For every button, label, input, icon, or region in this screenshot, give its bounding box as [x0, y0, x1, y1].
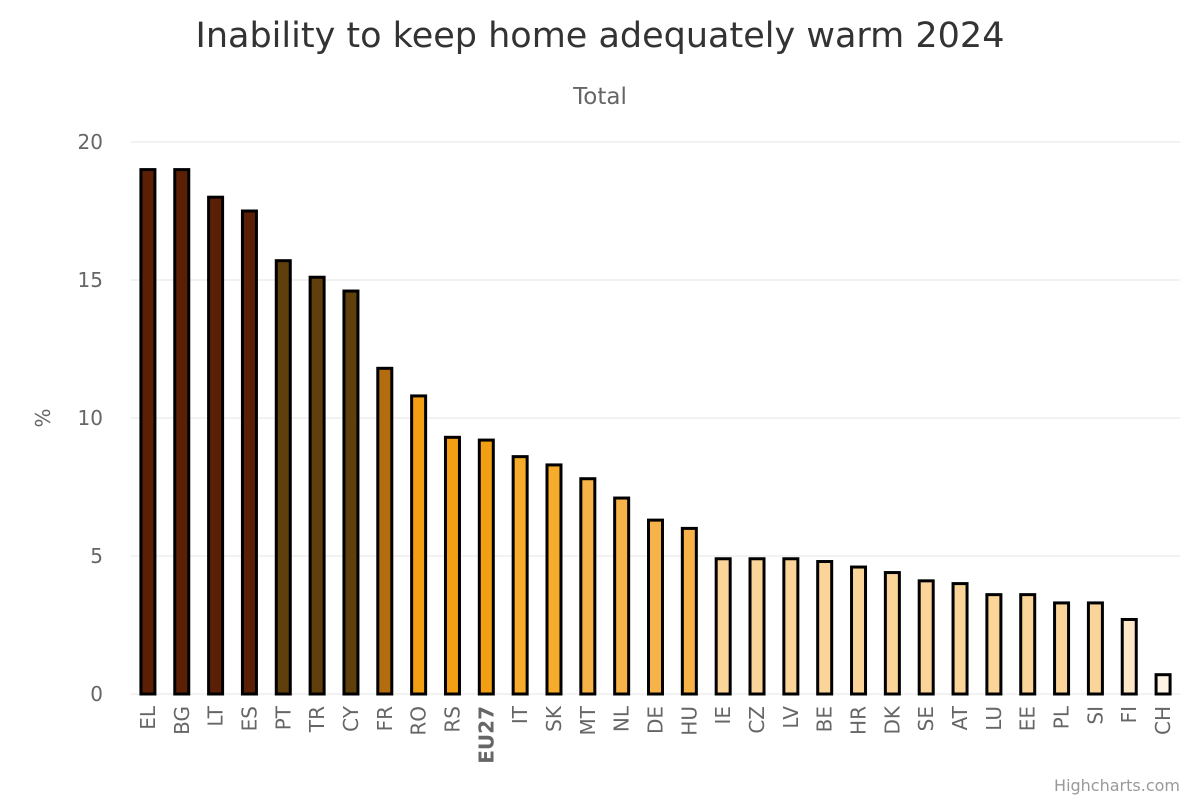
x-tick-label-lu: LU — [982, 706, 1006, 731]
x-tick-label-be: BE — [813, 706, 837, 732]
x-tick-label-eu27: EU27 — [474, 706, 498, 764]
bar-lt[interactable] — [207, 195, 225, 696]
bar-se[interactable] — [917, 579, 935, 696]
y-axis-title: % — [31, 408, 55, 427]
x-tick-label-nl: NL — [610, 705, 634, 732]
bar-pt[interactable] — [274, 259, 292, 696]
bar-ee[interactable] — [1019, 593, 1037, 696]
chart-subtitle: Total — [572, 84, 627, 110]
x-tick-label-dk: DK — [880, 705, 904, 734]
bar-hu[interactable] — [680, 526, 698, 696]
bar-bg[interactable] — [173, 168, 191, 696]
bar-sk[interactable] — [545, 463, 563, 696]
bar-dk[interactable] — [883, 571, 901, 696]
x-tick-label-el: EL — [136, 705, 160, 730]
bar-nl[interactable] — [613, 496, 631, 696]
bar-el[interactable] — [139, 168, 157, 696]
bar-at[interactable] — [951, 582, 969, 696]
y-tick-label: 10 — [78, 406, 103, 430]
bar-hr[interactable] — [850, 565, 868, 696]
bar-ro[interactable] — [410, 394, 428, 696]
x-tick-label-ch: CH — [1151, 706, 1175, 735]
x-tick-label-it: IT — [508, 705, 532, 724]
x-tick-label-hu: HU — [677, 706, 701, 736]
bars — [139, 168, 1172, 696]
x-tick-label-lv: LV — [779, 706, 803, 729]
bar-cz[interactable] — [748, 557, 766, 696]
bar-fr[interactable] — [376, 366, 394, 696]
bar-pl[interactable] — [1053, 601, 1071, 696]
y-tick-label: 20 — [78, 130, 103, 154]
x-tick-label-cy: CY — [339, 705, 363, 732]
chart-title: Inability to keep home adequately warm 2… — [196, 16, 1005, 56]
bar-it[interactable] — [511, 455, 529, 696]
x-tick-label-pl: PL — [1050, 705, 1074, 729]
credits-link[interactable]: Highcharts.com — [1054, 776, 1180, 795]
x-axis-ticks: EL BG LT ES PT TR CY FR RO RS EU27 IT SK MT NL DE HU IE CZ… — [136, 705, 1175, 764]
bar-ch[interactable] — [1154, 673, 1172, 696]
x-tick-label-at: AT — [948, 705, 972, 730]
y-tick-label: 0 — [90, 682, 103, 706]
bar-be[interactable] — [816, 560, 834, 696]
bar-lv[interactable] — [782, 557, 800, 696]
grid-lines — [131, 141, 1180, 695]
bar-de[interactable] — [647, 518, 664, 696]
x-tick-label-cz: CZ — [745, 706, 769, 734]
x-tick-label-ro: RO — [407, 706, 431, 736]
y-axis-ticks: 0 5 10 15 20 — [78, 130, 103, 706]
x-tick-label-hr: HR — [847, 706, 871, 735]
bar-lu[interactable] — [985, 593, 1003, 696]
x-tick-label-es: ES — [237, 706, 261, 731]
x-tick-label-mt: MT — [576, 705, 600, 735]
bar-fi[interactable] — [1120, 617, 1138, 696]
bar-rs[interactable] — [443, 435, 461, 696]
x-tick-label-fr: FR — [373, 706, 397, 732]
bar-tr[interactable] — [308, 275, 326, 696]
x-tick-label-rs: RS — [440, 706, 464, 733]
y-tick-label: 15 — [78, 268, 103, 292]
x-tick-label-fi: FI — [1117, 706, 1141, 723]
x-tick-label-bg: BG — [170, 706, 194, 735]
bar-si[interactable] — [1086, 601, 1104, 696]
x-tick-label-si: SI — [1083, 706, 1107, 725]
bar-eu27[interactable] — [477, 438, 495, 696]
bar-ie[interactable] — [714, 557, 732, 696]
y-tick-label: 5 — [90, 544, 103, 568]
x-tick-label-se: SE — [914, 706, 938, 731]
bar-cy[interactable] — [342, 289, 360, 696]
x-tick-label-pt: PT — [271, 705, 295, 730]
bar-es[interactable] — [240, 209, 258, 696]
x-tick-label-ee: EE — [1016, 706, 1040, 731]
x-tick-label-de: DE — [644, 706, 668, 734]
x-tick-label-sk: SK — [542, 705, 566, 732]
x-tick-label-lt: LT — [204, 705, 228, 726]
x-tick-label-tr: TR — [305, 706, 329, 733]
x-tick-label-ie: IE — [711, 706, 735, 725]
bar-mt[interactable] — [579, 477, 597, 696]
